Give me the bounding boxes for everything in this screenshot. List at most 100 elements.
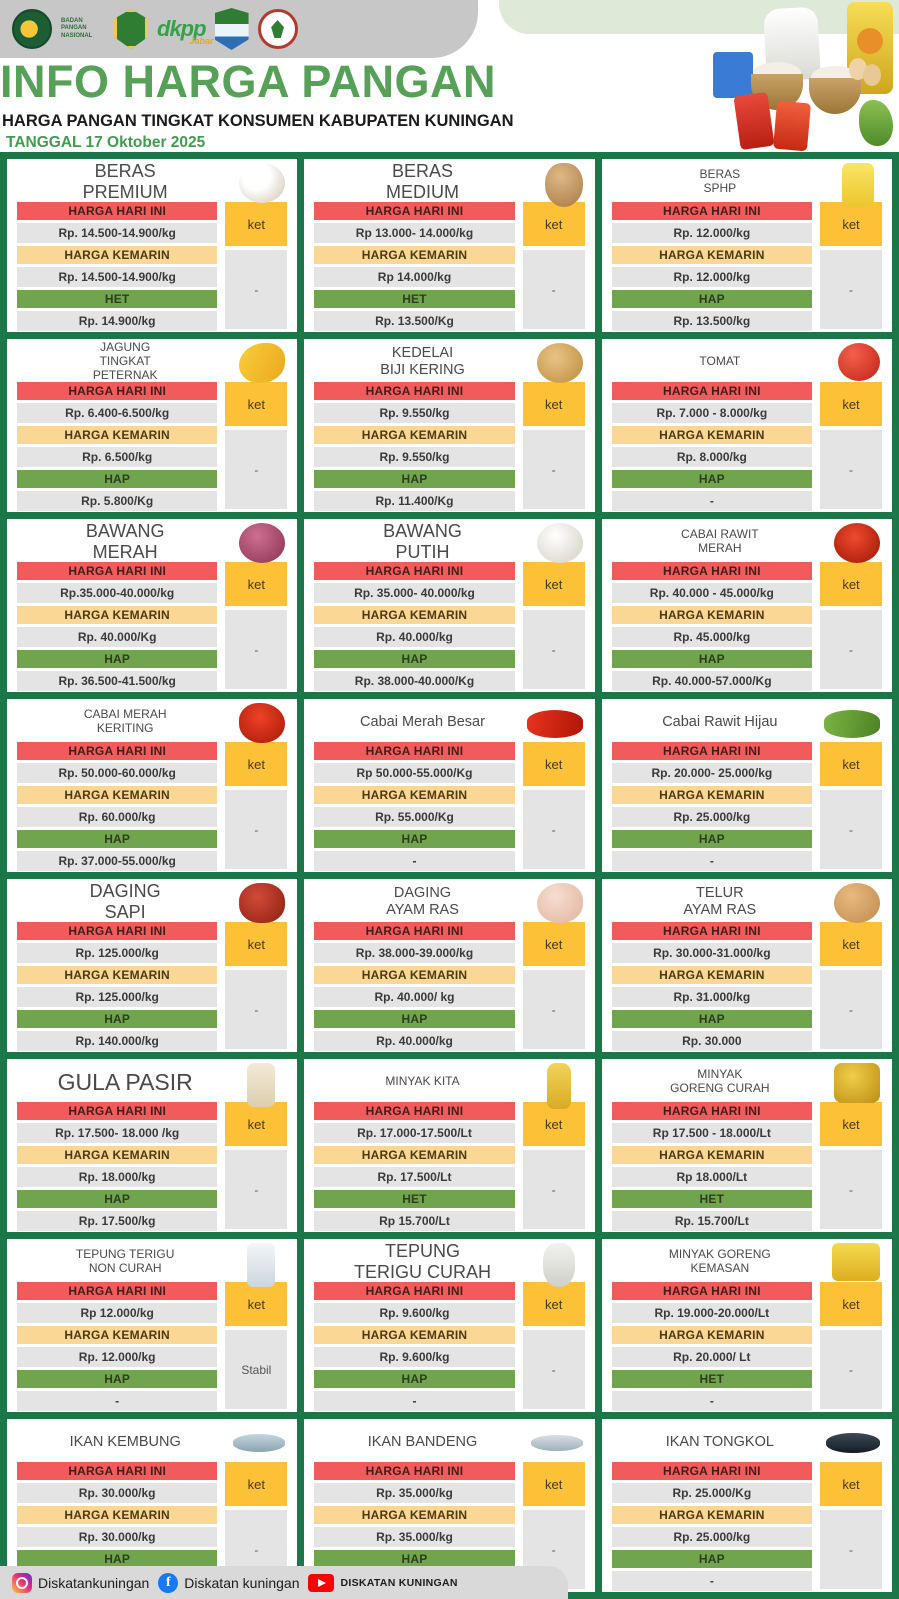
item-title-line: SAPI (104, 902, 146, 922)
ket-label: ket (820, 1462, 882, 1506)
card-head: JAGUNG TINGKAT PETERNAK (17, 341, 287, 383)
ref-price: Rp. 37.000-55.000/kg (17, 851, 218, 871)
ket-column: ket - (522, 382, 585, 509)
harga-kemarin-label: HARGA KEMARIN (611, 426, 812, 444)
header-pale-band (499, 0, 899, 34)
page-title: INFO HARGA PANGAN (0, 56, 496, 107)
youtube-link[interactable]: DISKATAN KUNINGAN (308, 1573, 458, 1592)
today-price: Rp. 7.000 - 8.000/kg (611, 403, 812, 423)
price-card: BAWANG PUTIH HARGA HARI INI Rp. 35.000- 4… (304, 519, 595, 692)
ref-label: HAP (17, 470, 218, 488)
ket-value: - (225, 790, 288, 869)
harga-hari-ini-label: HARGA HARI INI (17, 742, 218, 760)
item-title-line: PETERNAK (92, 367, 158, 382)
flour-sack-image (542, 1243, 575, 1287)
logo-strip: BADAN PANGAN NASIONAL dkpp Jabar (0, 0, 478, 58)
card-body: HARGA HARI INI Rp. 30.000-31.000/kg HARG… (611, 922, 882, 1051)
yesterday-price: Rp. 9.600/kg (314, 1347, 515, 1367)
ref-price: Rp. 38.000-40.000/Kg (314, 671, 515, 691)
harga-kemarin-label: HARGA KEMARIN (314, 966, 515, 984)
ref-price: Rp. 140.000/kg (17, 1031, 218, 1051)
header: BADAN PANGAN NASIONAL dkpp Jabar INFO HAR… (0, 0, 899, 152)
harga-hari-ini-label: HARGA HARI INI (314, 202, 515, 220)
ket-label: ket (522, 742, 585, 786)
price-bars: HARGA HARI INI Rp. 19.000-20.000/Lt HARG… (611, 1282, 812, 1411)
today-price: Rp. 9.600/kg (314, 1303, 515, 1323)
item-title-line: MERAH (92, 542, 158, 562)
ket-value: - (522, 790, 585, 869)
card-body: HARGA HARI INI Rp.35.000-40.000/kg HARGA… (17, 562, 288, 691)
tomato-image (838, 343, 880, 381)
price-card: JAGUNG TINGKAT PETERNAK HARGA HARI INI Rp.… (7, 339, 298, 512)
card-head: DAGING AYAM RAS (314, 882, 584, 923)
card-body: HARGA HARI INI Rp. 50.000-60.000/kg HARG… (17, 742, 288, 871)
ref-label: HAP (611, 650, 812, 668)
ket-label: ket (225, 742, 288, 786)
harga-hari-ini-label: HARGA HARI INI (314, 1462, 515, 1480)
yesterday-price: Rp. 40.000/Kg (17, 627, 218, 647)
price-card: GULA PASIR HARGA HARI INI Rp. 17.500- 18… (7, 1059, 298, 1232)
price-bars: HARGA HARI INI Rp. 40.000 - 45.000/kg HA… (611, 562, 812, 691)
flour-pack-image (247, 1243, 276, 1287)
badan-pangan-nasional-logo-icon (12, 9, 52, 49)
ket-column: ket - (225, 922, 288, 1049)
yesterday-price: Rp. 17.500/Lt (314, 1167, 515, 1187)
today-price: Rp. 9.550/kg (314, 403, 515, 423)
chili-green-image (824, 710, 880, 738)
ket-column: ket - (522, 1462, 585, 1589)
item-title: Cabai Merah Besar (314, 714, 530, 731)
card-body: HARGA HARI INI Rp 13.000- 14.000/kg HARG… (314, 202, 585, 331)
harga-kemarin-label: HARGA KEMARIN (17, 966, 218, 984)
ref-price: Rp. 40.000-57.000/Kg (611, 671, 812, 691)
ket-column: ket - (820, 742, 882, 869)
item-title: TOMAT (612, 354, 828, 369)
card-body: HARGA HARI INI Rp. 9.600/kg HARGA KEMARI… (314, 1282, 585, 1411)
yesterday-price: Rp 14.000/kg (314, 267, 515, 287)
vegetable-image (859, 100, 893, 146)
price-card: DAGING SAPI HARGA HARI INI Rp. 125.000/kg… (7, 879, 298, 1052)
ket-label: ket (522, 922, 585, 966)
today-price: Rp 50.000-55.000/Kg (314, 763, 515, 783)
soybean-image (536, 343, 583, 383)
item-title: MINYAK GORENG CURAH (612, 1067, 828, 1096)
today-price: Rp. 40.000 - 45.000/kg (611, 583, 812, 603)
youtube-handle: DISKATAN KUNINGAN (340, 1576, 458, 1589)
price-bars: HARGA HARI INI Rp. 9.550/kg HARGA KEMARI… (314, 382, 515, 511)
fish-bandeng-image (530, 1435, 583, 1451)
ket-label: ket (225, 382, 288, 426)
today-price: Rp. 35.000/kg (314, 1483, 515, 1503)
item-title-line: PUTIH (395, 542, 450, 562)
instagram-link[interactable]: Diskatankuningan (12, 1572, 149, 1593)
shallot-image (239, 523, 286, 563)
harga-kemarin-label: HARGA KEMARIN (17, 1506, 218, 1524)
price-card: TEPUNG TERIGU NON CURAH HARGA HARI INI Rp… (7, 1239, 298, 1412)
corn-image (239, 343, 286, 383)
item-title: TELUR AYAM RAS (612, 885, 828, 918)
ket-label: ket (820, 922, 882, 966)
facebook-link[interactable]: Diskatan kuningan (158, 1572, 299, 1593)
ref-label: HET (611, 1370, 812, 1388)
ket-value: - (225, 970, 288, 1049)
ref-price: Rp. 40.000/kg (314, 1031, 515, 1051)
yesterday-price: Rp. 6.500/kg (17, 447, 218, 467)
oil-pouch-label-image (857, 28, 883, 54)
item-title: BERAS MEDIUM (314, 161, 530, 202)
item-title: CABAI RAWIT MERAH (612, 527, 828, 556)
card-body: HARGA HARI INI Rp. 40.000 - 45.000/kg HA… (611, 562, 882, 691)
rice-sphp-image (842, 163, 874, 207)
price-bars: HARGA HARI INI Rp 50.000-55.000/Kg HARGA… (314, 742, 515, 871)
harga-kemarin-label: HARGA KEMARIN (611, 1326, 812, 1344)
price-card: TEPUNG TERIGU CURAH HARGA HARI INI Rp. 9.… (304, 1239, 595, 1412)
badan-pangan-nasional-label: BADAN PANGAN NASIONAL (61, 18, 93, 39)
today-price: Rp. 125.000/kg (17, 943, 218, 963)
today-price: Rp.35.000-40.000/kg (17, 583, 218, 603)
harga-hari-ini-label: HARGA HARI INI (17, 1462, 218, 1480)
today-price: Rp 12.000/kg (17, 1303, 218, 1323)
yesterday-price: Rp 18.000/Lt (611, 1167, 812, 1187)
item-title-line: BAWANG (85, 521, 165, 542)
harga-kemarin-label: HARGA KEMARIN (17, 786, 218, 804)
card-body: HARGA HARI INI Rp 17.500 - 18.000/Lt HAR… (611, 1102, 882, 1231)
item-title-line: TEPUNG TERIGU (75, 1247, 175, 1262)
item-title: KEDELAI BIJI KERING (314, 345, 530, 378)
harga-kemarin-label: HARGA KEMARIN (17, 246, 218, 264)
